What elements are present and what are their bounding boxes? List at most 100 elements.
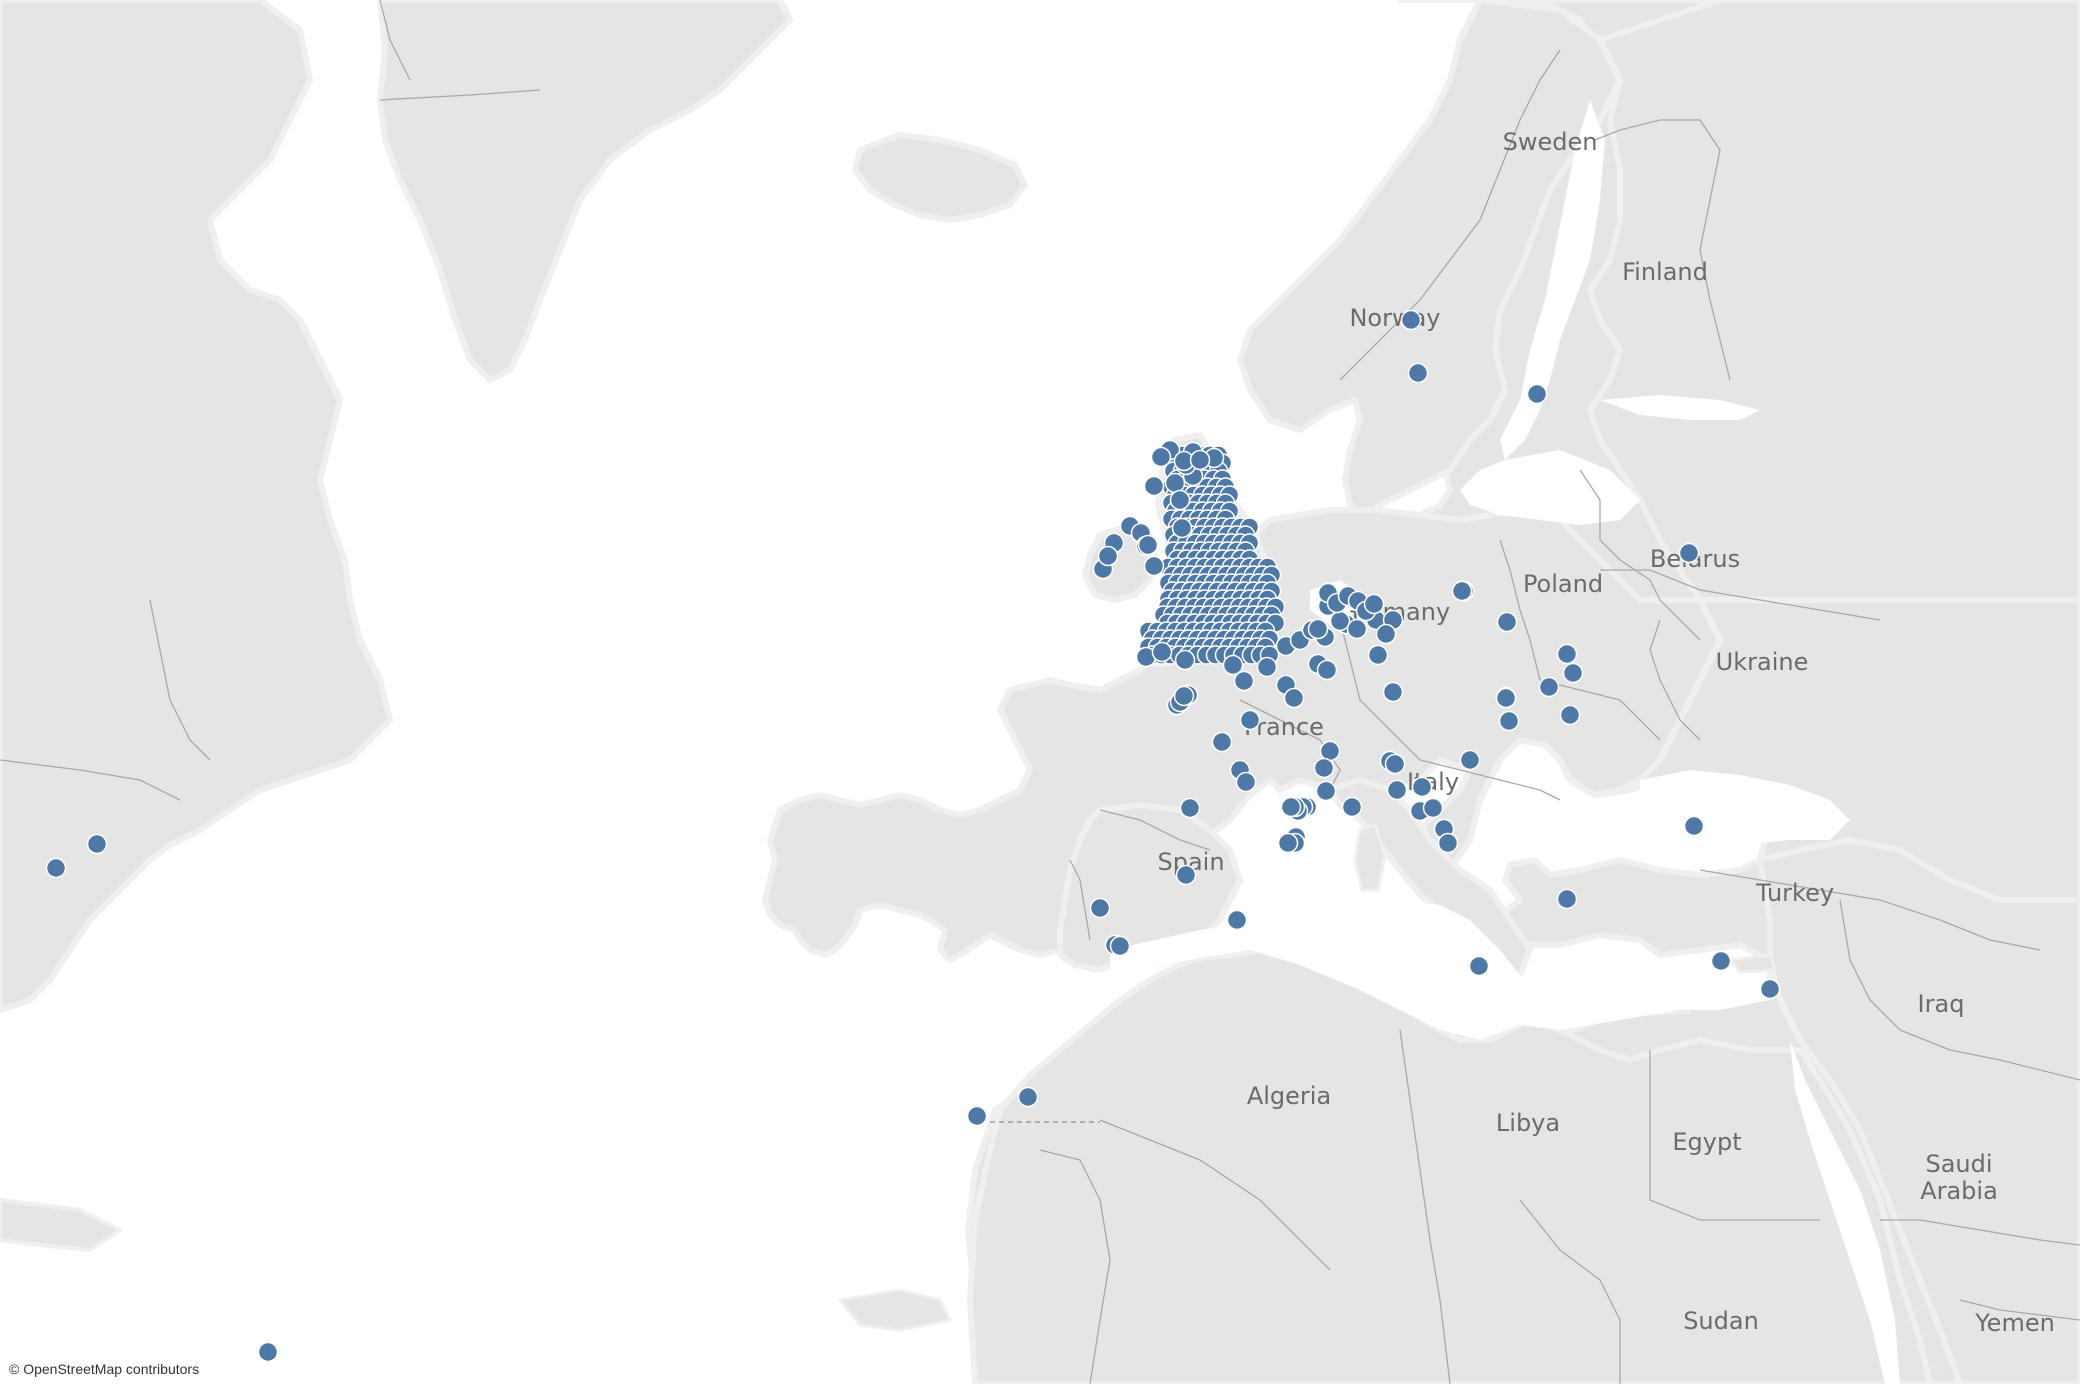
country-border-4 (1600, 569, 1881, 621)
location-marker[interactable] (1143, 555, 1165, 577)
location-marker[interactable] (1315, 780, 1337, 802)
location-marker[interactable] (1277, 832, 1299, 854)
land-iceland (852, 132, 1028, 223)
location-marker[interactable] (1097, 545, 1119, 567)
location-marker[interactable] (45, 857, 67, 879)
country-border-0 (1339, 49, 1561, 381)
location-marker[interactable] (1239, 709, 1261, 731)
location-marker[interactable] (1283, 687, 1305, 709)
location-marker[interactable] (1375, 623, 1397, 645)
location-marker[interactable] (1171, 517, 1193, 539)
country-border-22 (149, 599, 211, 761)
location-marker[interactable] (1683, 815, 1705, 837)
location-marker[interactable] (1226, 909, 1248, 931)
location-marker[interactable] (1173, 685, 1195, 707)
country-label-sudan: Sudan (1683, 1307, 1759, 1335)
location-marker[interactable] (1562, 662, 1584, 684)
country-label-yemen: Yemen (1974, 1309, 2055, 1337)
location-marker[interactable] (1556, 643, 1578, 665)
location-marker[interactable] (1346, 618, 1368, 640)
country-label-libya: Libya (1496, 1109, 1560, 1137)
location-marker[interactable] (1319, 740, 1341, 762)
location-marker[interactable] (1386, 779, 1408, 801)
country-label-turkey: Turkey (1755, 879, 1834, 907)
map-attribution[interactable]: © OpenStreetMap contributors (6, 1360, 203, 1378)
country-border-15 (1399, 1029, 1451, 1384)
land-arabia (1757, 837, 2080, 1384)
location-marker[interactable] (1150, 446, 1172, 468)
location-marker[interactable] (1559, 704, 1581, 726)
location-marker[interactable] (1411, 776, 1433, 798)
country-border-16 (1649, 1050, 1820, 1221)
location-marker[interactable] (1235, 771, 1257, 793)
location-marker[interactable] (1175, 864, 1197, 886)
location-marker[interactable] (1678, 542, 1700, 564)
location-marker[interactable] (1495, 687, 1517, 709)
country-border-23 (379, 0, 411, 81)
location-marker[interactable] (1400, 309, 1422, 331)
location-marker[interactable] (1313, 757, 1335, 779)
sea-mediterranean (1110, 900, 1770, 1040)
country-border-11 (1539, 679, 1661, 741)
location-marker[interactable] (1211, 731, 1233, 753)
location-marker[interactable] (1759, 978, 1781, 1000)
location-marker[interactable] (1307, 618, 1329, 640)
location-marker[interactable] (1367, 644, 1389, 666)
location-marker[interactable] (1189, 449, 1211, 471)
location-marker[interactable] (1256, 656, 1278, 678)
location-marker[interactable] (1468, 955, 1490, 977)
country-border-20 (1959, 1299, 2080, 1321)
location-marker[interactable] (1526, 383, 1548, 405)
location-marker[interactable] (1498, 710, 1520, 732)
location-marker[interactable] (1174, 649, 1196, 671)
location-marker[interactable] (86, 833, 108, 855)
location-marker[interactable] (1710, 950, 1732, 972)
location-marker[interactable] (1280, 796, 1302, 818)
location-marker[interactable] (1316, 659, 1338, 681)
location-marker[interactable] (1179, 797, 1201, 819)
sea-gulf-of-finland (1600, 395, 1760, 420)
land-scandinavia (1237, 0, 1623, 518)
country-border-6 (1339, 619, 1421, 761)
country-border-7 (1239, 699, 1341, 791)
location-marker[interactable] (1341, 796, 1363, 818)
land-caribbean (0, 1198, 122, 1252)
location-marker[interactable] (1151, 641, 1173, 663)
country-label-sweden: Sweden (1503, 128, 1598, 156)
country-border-3 (1499, 539, 1541, 681)
location-marker[interactable] (257, 1341, 279, 1363)
location-marker[interactable] (1459, 749, 1481, 771)
location-marker[interactable] (1137, 534, 1159, 556)
country-border-24 (379, 89, 541, 101)
country-border-5 (1649, 619, 1701, 741)
country-label-saudi-arabia: Saudi Arabia (1920, 1150, 1998, 1205)
marker-layer[interactable] (45, 309, 1781, 1363)
location-marker[interactable] (1143, 475, 1165, 497)
location-marker[interactable] (1437, 832, 1459, 854)
location-marker[interactable] (1233, 670, 1255, 692)
location-marker[interactable] (1422, 797, 1444, 819)
location-marker[interactable] (1496, 611, 1518, 633)
country-label-norway: Norway (1349, 304, 1440, 332)
location-marker[interactable] (1109, 935, 1131, 957)
country-label-algeria: Algeria (1247, 1082, 1331, 1110)
location-marker[interactable] (1363, 593, 1385, 615)
location-marker[interactable] (1556, 888, 1578, 910)
sea-gulf-of-bothnia (1500, 100, 1605, 460)
location-marker[interactable] (1222, 654, 1244, 676)
location-marker[interactable] (1451, 580, 1473, 602)
location-marker[interactable] (1382, 681, 1404, 703)
location-marker[interactable] (1089, 897, 1111, 919)
land-north-america (0, 0, 393, 1013)
location-marker[interactable] (1164, 472, 1186, 494)
location-marker[interactable] (1407, 362, 1429, 384)
location-marker[interactable] (1169, 489, 1191, 511)
location-marker[interactable] (1384, 753, 1406, 775)
land-finland-russia (1587, 0, 2080, 603)
location-marker[interactable] (1017, 1086, 1039, 1108)
location-marker[interactable] (966, 1105, 988, 1127)
location-marker[interactable] (1538, 676, 1560, 698)
